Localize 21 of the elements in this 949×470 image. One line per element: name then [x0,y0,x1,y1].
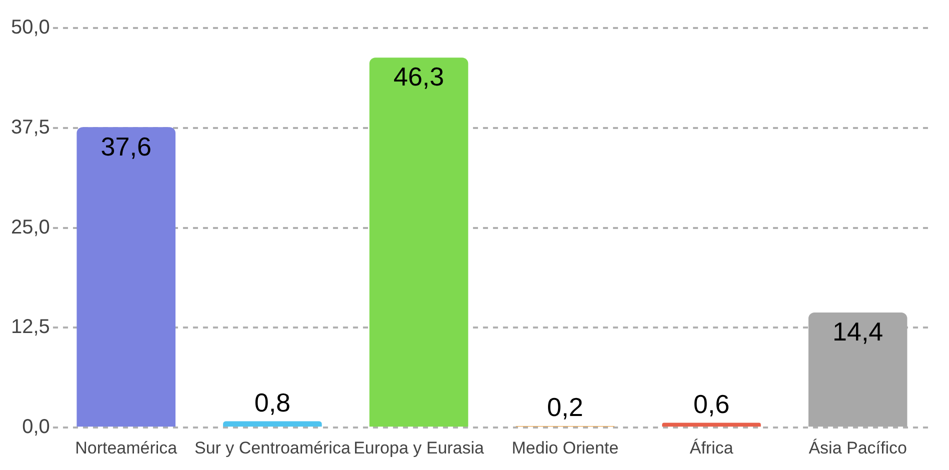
x-tick-label: Ásia Pacífico [808,438,907,458]
bar [223,421,322,427]
y-tick-label: 50,0 [10,16,50,39]
x-tick-label: Europa y Eurasia [354,438,485,458]
y-tick-label: 12,5 [10,316,50,338]
y-tick-label: 0,0 [22,416,50,438]
x-tick-label: África [690,438,734,458]
data-label: 0,6 [693,388,730,419]
bar [369,58,468,427]
data-label: 14,4 [832,316,884,347]
y-tick-label: 37,5 [10,116,50,138]
data-label: 37,6 [100,131,152,162]
x-tick-label: Norteamérica [75,438,178,458]
x-tick-label: Sur y Centroamérica [194,438,351,458]
data-label: 0,2 [547,392,584,422]
bar [76,127,176,427]
y-tick-label: 25,0 [10,216,50,238]
x-tick-label: Medio Oriente [512,438,619,458]
data-label: 46,3 [393,62,444,92]
bar [662,422,761,427]
data-label: 0,8 [254,387,291,418]
